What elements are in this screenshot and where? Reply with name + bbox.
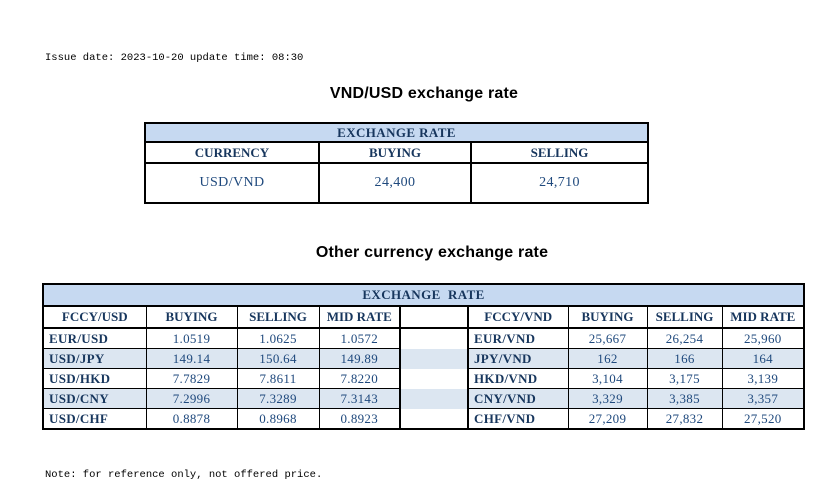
mid-rate-cell: 164 (721, 348, 805, 369)
fccy-usd-column-header: FCCY/USD (42, 305, 147, 329)
mid-rate-cell: 149.89 (318, 348, 401, 369)
buying-rate-cell: 3,329 (567, 388, 648, 409)
selling-rate-cell: 0.8968 (236, 408, 320, 430)
exchange-rate-header: EXCHANGE RATE (42, 283, 805, 307)
note-line: Note: for reference only, not offered pr… (45, 469, 323, 481)
mid-rate-cell: 27,520 (721, 408, 805, 430)
mid-rate-cell: 1.0572 (318, 327, 401, 349)
mid-rate-column-header: MID RATE (318, 305, 401, 329)
currency-pair-cell: USD/CNY (42, 388, 147, 409)
gap-cell (399, 368, 469, 389)
column-header-row: FCCY/USD BUYING SELLING MID RATE FCCY/VN… (42, 305, 805, 329)
rate-row: EUR/USD 1.0519 1.0625 1.0572 EUR/VND 25,… (42, 327, 805, 349)
buying-rate-cell: 3,104 (567, 368, 648, 389)
rate-row: USD/JPY 149.14 150.64 149.89 JPY/VND 162… (42, 348, 805, 369)
currency-pair-cell: CNY/VND (467, 388, 569, 409)
exchange-rate-header-row: EXCHANGE RATE (42, 283, 805, 307)
mid-rate-cell: 25,960 (721, 327, 805, 349)
rate-row: USD/CHF 0.8878 0.8968 0.8923 CHF/VND 27,… (42, 408, 805, 430)
mid-rate-cell: 3,139 (721, 368, 805, 389)
exchange-rate-header-row: EXCHANGE RATE (143, 122, 650, 143)
selling-rate-cell: 24,710 (469, 162, 650, 204)
selling-rate-cell: 7.3289 (236, 388, 320, 409)
buying-rate-cell: 7.7829 (145, 368, 238, 389)
buying-rate-cell: 149.14 (145, 348, 238, 369)
rate-row: USD/HKD 7.7829 7.8611 7.8220 HKD/VND 3,1… (42, 368, 805, 389)
buying-rate-cell: 7.2996 (145, 388, 238, 409)
selling-rate-cell: 26,254 (646, 327, 723, 349)
mid-rate-cell: 7.3143 (318, 388, 401, 409)
gap-cell (399, 328, 469, 349)
mid-rate-column-header: MID RATE (721, 305, 805, 329)
gap-cell (399, 306, 469, 329)
mid-rate-cell: 3,357 (721, 388, 805, 409)
currency-pair-cell: JPY/VND (467, 348, 569, 369)
buying-rate-cell: 25,667 (567, 327, 648, 349)
buying-rate-cell: 1.0519 (145, 327, 238, 349)
usd-table-title: VND/USD exchange rate (329, 85, 519, 102)
other-currency-rate-table: EXCHANGE RATE FCCY/USD BUYING SELLING MI… (42, 283, 806, 430)
currency-column-header: CURRENCY (144, 141, 320, 164)
issue-date-line: Issue date: 2023-10-20 update time: 08:3… (45, 52, 304, 64)
fccy-vnd-column-header: FCCY/VND (467, 305, 569, 329)
currency-pair-cell: CHF/VND (467, 408, 569, 430)
selling-rate-cell: 3,385 (646, 388, 723, 409)
buying-column-header: BUYING (567, 305, 648, 329)
selling-rate-cell: 166 (646, 348, 723, 369)
mid-rate-cell: 7.8220 (318, 368, 401, 389)
buying-rate-cell: 24,400 (318, 162, 472, 204)
currency-pair-cell: USD/VND (144, 162, 320, 204)
selling-rate-cell: 150.64 (236, 348, 320, 369)
rate-row: USD/CNY 7.2996 7.3289 7.3143 CNY/VND 3,3… (42, 388, 805, 409)
selling-column-header: SELLING (236, 305, 320, 329)
buying-column-header: BUYING (145, 305, 238, 329)
currency-pair-cell: HKD/VND (467, 368, 569, 389)
column-header-row: CURRENCY BUYING SELLING (144, 141, 650, 164)
usd-vnd-rate-row: USD/VND 24,400 24,710 (144, 162, 650, 204)
buying-rate-cell: 0.8878 (145, 408, 238, 430)
buying-rate-cell: 27,209 (567, 408, 648, 430)
selling-rate-cell: 3,175 (646, 368, 723, 389)
gap-cell (399, 348, 469, 369)
mid-rate-cell: 0.8923 (318, 408, 401, 430)
usd-vnd-rate-table: EXCHANGE RATE CURRENCY BUYING SELLING US… (143, 122, 650, 204)
selling-rate-cell: 7.8611 (236, 368, 320, 389)
gap-cell (399, 388, 469, 409)
currency-pair-cell: USD/CHF (42, 408, 147, 430)
gap-cell (399, 408, 469, 429)
selling-column-header: SELLING (646, 305, 723, 329)
exchange-rate-header: EXCHANGE RATE (143, 122, 650, 143)
buying-column-header: BUYING (318, 141, 472, 164)
currency-pair-cell: EUR/VND (467, 327, 569, 349)
currency-pair-cell: EUR/USD (42, 327, 147, 349)
selling-rate-cell: 27,832 (646, 408, 723, 430)
other-table-title: Other currency exchange rate (315, 244, 549, 261)
selling-column-header: SELLING (469, 141, 650, 164)
currency-pair-cell: USD/HKD (42, 368, 147, 389)
buying-rate-cell: 162 (567, 348, 648, 369)
currency-pair-cell: USD/JPY (42, 348, 147, 369)
selling-rate-cell: 1.0625 (236, 327, 320, 349)
